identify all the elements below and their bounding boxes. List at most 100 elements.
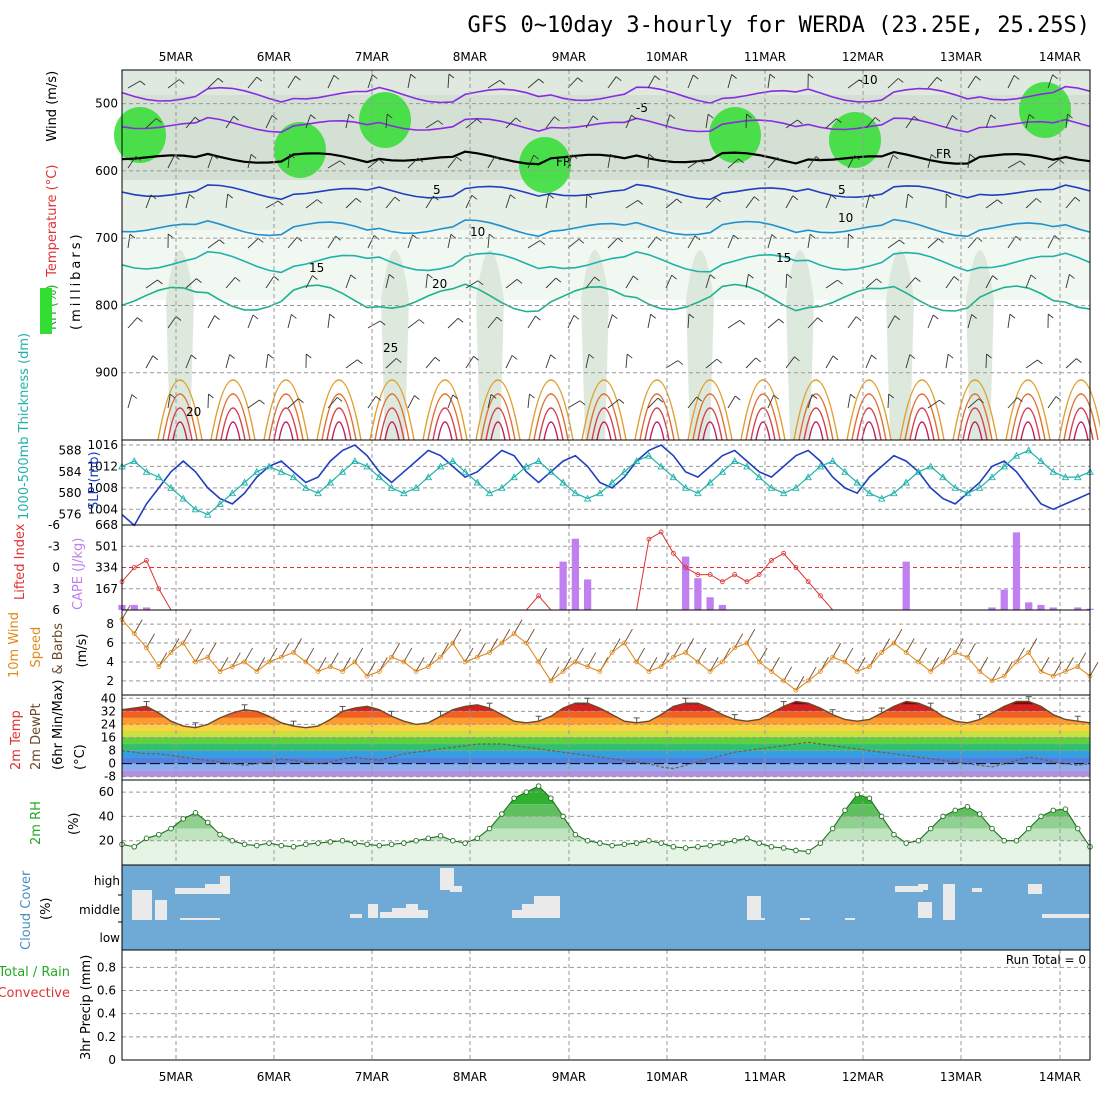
thickness-point [473, 478, 482, 486]
rh-point [327, 839, 334, 845]
contour-label: 25 [383, 341, 398, 355]
thickness-point [1049, 467, 1057, 475]
wind-barb-flag [657, 397, 664, 403]
cape-bar [1025, 602, 1033, 610]
wind-barb-flag [1037, 359, 1043, 365]
cloud-block [972, 888, 982, 892]
wind-barb [985, 199, 998, 209]
temp-contour-warm [1020, 421, 1036, 441]
ylabel-slp: SLP (mb) [87, 451, 102, 510]
freezing-level [121, 150, 1091, 166]
wind-ylabel-part: 10m Wind [7, 612, 22, 678]
wind-barb [545, 194, 550, 209]
wind-barb [687, 159, 700, 169]
rh-point [364, 841, 370, 848]
temp-contour-warm [263, 379, 309, 441]
wind-barb-10m [795, 676, 805, 691]
isotherm-5 [121, 183, 1091, 201]
wind-barb-10m [207, 642, 217, 658]
rh-band [122, 180, 1090, 230]
wind-barb-flag [626, 353, 633, 359]
wind-barb-flag [273, 276, 280, 281]
wind-barb [127, 394, 133, 409]
wind-speed-point [548, 678, 554, 684]
wind-barb [185, 116, 196, 129]
temp-contour-warm [1068, 407, 1094, 441]
wind-barb [1007, 397, 1018, 409]
wind-barb-flag [632, 275, 639, 281]
wind-barb-flag [755, 357, 762, 363]
thickness-point [461, 467, 469, 475]
wind-speed-point [572, 659, 578, 665]
slp-frame [121, 439, 1091, 526]
date-label-top: 10MAR [646, 50, 688, 64]
wind-barb [505, 355, 513, 369]
wind-barb-flag [1047, 313, 1054, 319]
wind-speed-point [413, 668, 419, 674]
slp-tick: 1016 [87, 438, 118, 452]
wind-barb-flag [433, 195, 439, 201]
rh-point [707, 842, 713, 849]
wind-speed-point [364, 673, 370, 679]
rh-point [768, 844, 775, 850]
rh-point [352, 840, 358, 846]
wind-barb-flag [836, 118, 842, 123]
wind-speed-point [474, 654, 480, 660]
thickness-point [547, 467, 555, 475]
wind-barb-flag [990, 114, 997, 120]
wind-speed-point [560, 668, 566, 674]
wind-speed-point [1063, 668, 1068, 674]
wind-barb-flag [259, 399, 265, 405]
wind-barb-flag [855, 316, 862, 322]
rh-point [535, 783, 542, 789]
wind-speed-point [168, 650, 174, 655]
wind-barb-flag [477, 280, 484, 286]
wind-barb [447, 234, 452, 249]
wind-barb-flag [945, 193, 952, 199]
wind-speed-point [156, 664, 162, 670]
rh-blob [359, 92, 411, 148]
rh-column [966, 250, 994, 440]
rh-point [278, 842, 285, 849]
ylabel-temp: 2m Temp [9, 710, 24, 770]
temp-contour-warm [1005, 379, 1051, 441]
rh-ylabel: 2m RH [29, 801, 44, 845]
wind-speed-point [523, 640, 529, 646]
wind-barb-flag [952, 115, 958, 120]
wind-barb-10m [1040, 657, 1050, 672]
wind-barb [767, 395, 775, 409]
wind-barb [1047, 159, 1060, 169]
wind-barb-flag [971, 314, 977, 319]
rh-tick: 20 [99, 834, 114, 848]
wind-barb-flag [969, 153, 975, 159]
wind-barb [487, 155, 496, 169]
temp-contour-warm [528, 379, 574, 441]
wind-barb [527, 240, 541, 249]
temp-contour-warm [369, 379, 415, 441]
li-point [769, 558, 774, 563]
thickness-point [706, 478, 714, 486]
wind-barb-flag [386, 113, 393, 119]
wind-tick: 2 [106, 674, 114, 688]
cape-tick: 668 [95, 518, 118, 532]
rh-point [401, 840, 407, 846]
rh-band [122, 70, 1090, 95]
wind-barb-10m [146, 633, 155, 649]
thickness-point [1000, 462, 1008, 470]
wind-barb [167, 394, 171, 409]
thickness-point [645, 451, 653, 459]
cloud-block [895, 886, 923, 892]
wind-barb [487, 316, 498, 329]
wind-barb-flag [476, 118, 483, 124]
wind-speed-point [278, 654, 284, 660]
wind-barb [447, 394, 454, 409]
thickness-point [571, 489, 580, 497]
wind-barb [705, 358, 718, 369]
thickness-point [1037, 457, 1045, 465]
wind-barb [385, 196, 396, 209]
wind-speed-point [830, 654, 836, 660]
thickness-point [216, 499, 224, 507]
wind-barb [807, 156, 817, 169]
wind-barb [265, 354, 269, 369]
